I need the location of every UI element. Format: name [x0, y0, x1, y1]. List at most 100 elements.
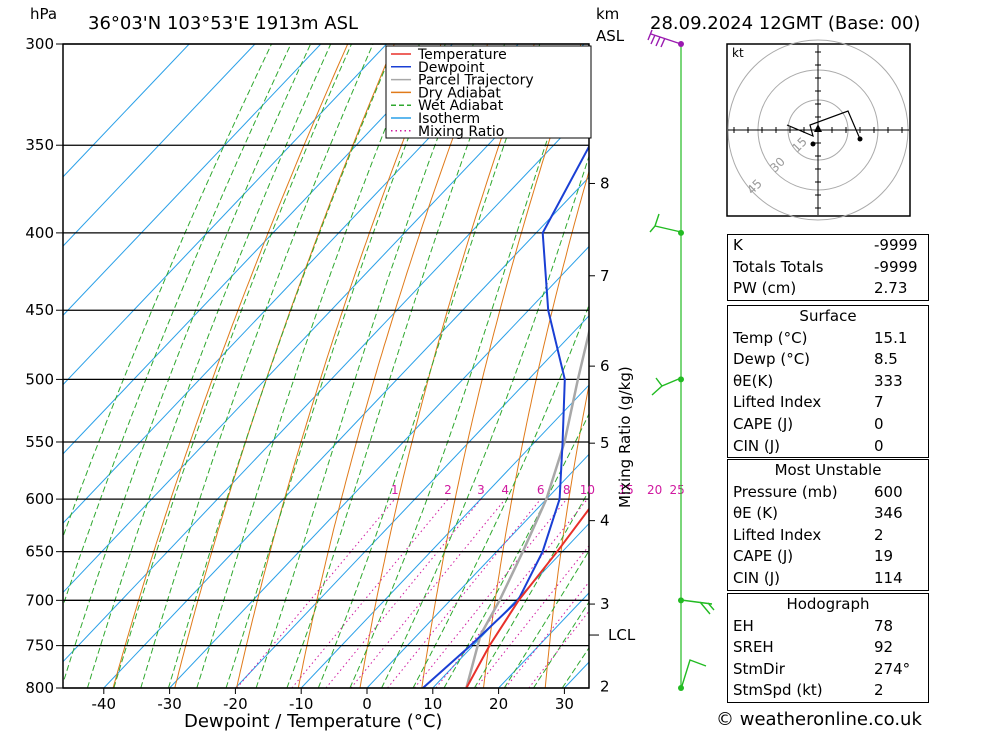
hpa-unit-label: hPa — [30, 5, 57, 23]
hodograph-index-value: 78 — [874, 616, 894, 635]
index-key: K — [733, 236, 743, 254]
location-title: 36°03'N 103°53'E 1913m ASL — [88, 13, 358, 34]
wind-barb — [680, 659, 707, 690]
surface-panel: Surface Temp (°C) 15.1 Dewp (°C) 8.5 θE(K) 33… — [727, 305, 929, 459]
surface-title: Surface — [799, 307, 857, 325]
most-unstable-value: 19 — [874, 547, 894, 566]
legend-entry: Isotherm — [418, 111, 480, 127]
most-unstable-row: CAPE (J) 19 — [728, 546, 928, 568]
index-row: PW (cm) 2.73 — [728, 278, 928, 300]
wet-adiabat-line — [503, 549, 589, 688]
most-unstable-row: θE (K) 346 — [728, 503, 928, 525]
surface-key: θE(K) — [733, 371, 774, 390]
surface-key: Dewp (°C) — [733, 350, 811, 369]
dry-adiabat-line — [607, 44, 721, 688]
wet-adiabat-line — [63, 44, 312, 685]
km-tick-label: 4 — [600, 512, 610, 530]
pressure-tick-label: 700 — [25, 591, 54, 609]
hodograph-trace — [786, 110, 861, 140]
most-unstable-key: Pressure (mb) — [733, 482, 838, 501]
hodograph-point — [857, 136, 863, 142]
surface-row: Dewp (°C) 8.5 — [728, 349, 928, 371]
x-tick-label: 0 — [362, 695, 372, 713]
x-tick-label: 10 — [423, 695, 442, 713]
index-row: K -9999 — [728, 235, 928, 257]
wet-adiabat-line — [473, 489, 589, 688]
most-unstable-panel: Most Unstable Pressure (mb) 600 θE (K) 346 L… — [727, 459, 929, 591]
wet-adiabat-line — [86, 44, 332, 688]
isotherm-line — [63, 44, 519, 524]
hodograph-index-row: SREH 92 — [728, 637, 928, 659]
surface-key: CIN (J) — [733, 436, 781, 455]
mixing-ratio-labels: 1 2 3 4 6 8 10 15 20 25 — [391, 483, 685, 497]
mixing-ratio-tick-label: 2 — [444, 483, 452, 497]
surface-value: 7 — [874, 393, 884, 412]
wind-level-dot — [678, 229, 684, 236]
dry-adiabat-line — [967, 44, 1000, 688]
wind-barb — [680, 599, 715, 615]
most-unstable-value: 600 — [874, 482, 903, 501]
copyright-link[interactable]: © weatheronline.co.uk — [716, 709, 922, 730]
mixing-ratio-tick-label: 4 — [501, 483, 509, 497]
x-tick-label: -30 — [157, 695, 182, 713]
hodograph-index-row: EH 78 — [728, 616, 928, 638]
km-tick-label: 8 — [600, 174, 610, 192]
hodograph-center-marker — [814, 124, 822, 132]
most-unstable-row: CIN (J) 114 — [728, 568, 928, 590]
wet-adiabat-line — [255, 44, 474, 688]
x-tick-label: -40 — [92, 695, 117, 713]
most-unstable-key: Lifted Index — [733, 525, 822, 544]
index-row: Totals Totals -9999 — [728, 257, 928, 279]
isotherm-line — [63, 44, 585, 594]
most-unstable-title: Most Unstable — [774, 461, 882, 479]
isobar-lines — [63, 43, 589, 689]
mixing-ratio-line — [325, 498, 482, 688]
most-unstable-key: CIN (J) — [733, 568, 781, 587]
surface-key: CAPE (J) — [733, 414, 794, 433]
surface-value: 333 — [874, 371, 903, 390]
mixing-ratio-axis-label: Mixing Ratio (g/kg) — [616, 366, 634, 508]
legend-entry: Dry Adiabat — [418, 85, 501, 101]
isotherm-line — [63, 44, 322, 317]
wet-adiabat-line — [443, 412, 589, 688]
index-value: -9999 — [874, 236, 918, 254]
wet-adiabat-line — [225, 44, 446, 688]
km-tick-label: 6 — [600, 357, 610, 375]
isotherm-line — [366, 453, 589, 688]
pressure-tick-label: 350 — [25, 136, 54, 154]
legend-entry: Dewpoint — [418, 60, 485, 76]
isotherm-line — [63, 44, 387, 386]
mixing-ratio-tick-label: 1 — [391, 483, 399, 497]
isotherm-line — [169, 245, 589, 688]
isotherm-line — [235, 315, 589, 688]
legend-entry: Temperature — [417, 47, 507, 63]
mixing-ratio-tick-label: 15 — [619, 483, 634, 497]
x-axis-label: Dewpoint / Temperature (°C) — [184, 711, 442, 732]
most-unstable-value: 2 — [874, 525, 884, 544]
surface-value: 0 — [874, 414, 884, 433]
surface-value: 15.1 — [874, 328, 908, 347]
km-tick-label: 2 — [600, 677, 610, 695]
wet-adiabat-line — [317, 44, 541, 688]
wet-adiabat-line — [140, 44, 374, 688]
hodograph-index-key: StmSpd (kt) — [733, 681, 823, 700]
x-tick-label: -10 — [289, 695, 314, 713]
most-unstable-key: θE (K) — [733, 504, 778, 523]
pressure-tick-label: 450 — [25, 301, 54, 319]
wind-barb — [651, 377, 682, 396]
pressure-tick-label: 650 — [25, 543, 54, 561]
dry-adiabat-line — [421, 44, 582, 688]
wet-adiabat-line — [286, 44, 506, 688]
pressure-tick-label: 550 — [25, 433, 54, 451]
wind-barb-column — [647, 29, 715, 691]
isotherm-line — [300, 384, 589, 688]
surface-key: Lifted Index — [733, 393, 822, 412]
most-unstable-row: Lifted Index 2 — [728, 525, 928, 547]
plot-frame — [62, 43, 590, 689]
isotherm-line — [63, 44, 256, 247]
dry-adiabat-line — [174, 44, 395, 688]
mixing-ratio-line — [387, 498, 542, 688]
asl-unit-label: ASL — [596, 27, 625, 45]
